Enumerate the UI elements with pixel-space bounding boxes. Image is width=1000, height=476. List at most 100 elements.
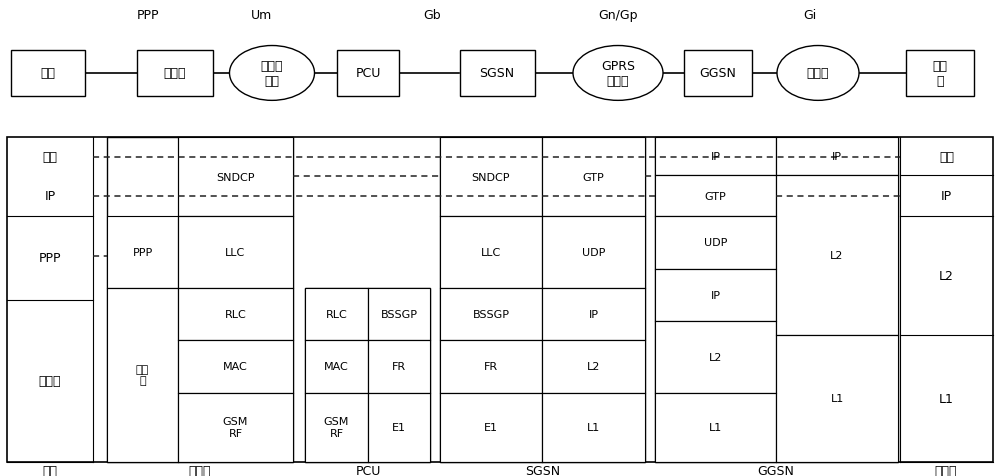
Bar bbox=[542, 138, 645, 217]
Bar bbox=[655, 138, 776, 176]
Text: 物理
层: 物理 层 bbox=[136, 364, 149, 386]
Text: FR: FR bbox=[392, 362, 406, 371]
Ellipse shape bbox=[230, 47, 314, 101]
Text: 应用: 应用 bbox=[42, 150, 58, 164]
Text: 移动台: 移动台 bbox=[164, 67, 186, 80]
Text: L2: L2 bbox=[587, 362, 600, 371]
Text: LLC: LLC bbox=[481, 248, 501, 257]
Text: SGSN: SGSN bbox=[479, 67, 515, 80]
Text: MAC: MAC bbox=[324, 362, 349, 371]
Text: L1: L1 bbox=[709, 422, 722, 432]
Text: MAC: MAC bbox=[223, 362, 248, 371]
Bar bbox=[440, 138, 645, 462]
Bar bbox=[655, 393, 776, 462]
Text: RLC: RLC bbox=[326, 309, 347, 319]
Text: IP: IP bbox=[588, 309, 598, 319]
Text: 服务
器: 服务 器 bbox=[932, 60, 948, 88]
Text: 互联网: 互联网 bbox=[807, 67, 829, 80]
Text: L2: L2 bbox=[709, 352, 722, 362]
Bar bbox=[337, 51, 399, 96]
Bar bbox=[178, 340, 293, 393]
Text: IP: IP bbox=[941, 190, 952, 203]
Text: L2: L2 bbox=[830, 251, 844, 261]
Bar bbox=[440, 340, 542, 393]
Text: IP: IP bbox=[832, 152, 842, 162]
Text: 终端: 终端 bbox=[40, 67, 56, 80]
Bar bbox=[655, 321, 776, 393]
Bar bbox=[305, 288, 430, 462]
Text: 终端: 终端 bbox=[42, 464, 58, 476]
Bar bbox=[684, 51, 752, 96]
Text: GGSN: GGSN bbox=[700, 67, 736, 80]
Bar bbox=[305, 393, 368, 462]
Bar bbox=[440, 217, 542, 288]
Bar bbox=[107, 288, 178, 462]
Bar bbox=[542, 340, 645, 393]
Text: 移动台: 移动台 bbox=[189, 464, 211, 476]
Text: FR: FR bbox=[484, 362, 498, 371]
Bar bbox=[178, 217, 293, 288]
Text: BSSGP: BSSGP bbox=[473, 309, 510, 319]
Bar bbox=[107, 138, 293, 462]
Bar bbox=[178, 138, 293, 217]
Bar bbox=[776, 138, 898, 176]
Text: L1: L1 bbox=[939, 392, 954, 405]
Bar bbox=[178, 288, 293, 340]
Bar bbox=[655, 269, 776, 321]
Text: L1: L1 bbox=[830, 394, 844, 404]
Text: Um: Um bbox=[251, 9, 273, 22]
Bar bbox=[655, 217, 776, 269]
Ellipse shape bbox=[777, 47, 859, 101]
Bar bbox=[440, 288, 542, 340]
Text: Gn/Gp: Gn/Gp bbox=[598, 9, 638, 22]
Bar bbox=[655, 138, 898, 462]
Text: Gi: Gi bbox=[803, 9, 817, 22]
Text: SGSN: SGSN bbox=[525, 464, 561, 476]
Ellipse shape bbox=[573, 47, 663, 101]
Bar bbox=[542, 393, 645, 462]
Bar bbox=[440, 138, 542, 217]
Bar bbox=[368, 340, 430, 393]
Text: E1: E1 bbox=[484, 422, 498, 432]
Bar bbox=[11, 51, 85, 96]
Bar bbox=[107, 217, 178, 288]
Text: PCU: PCU bbox=[355, 464, 381, 476]
Text: PCU: PCU bbox=[355, 67, 381, 80]
Text: GTP: GTP bbox=[705, 191, 726, 201]
Text: IP: IP bbox=[710, 290, 720, 300]
Bar bbox=[542, 288, 645, 340]
Text: L1: L1 bbox=[587, 422, 600, 432]
Text: GSM
RF: GSM RF bbox=[223, 416, 248, 438]
Text: 物理层: 物理层 bbox=[39, 374, 61, 387]
Text: 服务器: 服务器 bbox=[935, 464, 957, 476]
Text: E1: E1 bbox=[392, 422, 406, 432]
Text: L2: L2 bbox=[939, 269, 954, 283]
Bar bbox=[137, 51, 212, 96]
Text: RLC: RLC bbox=[225, 309, 246, 319]
Text: GPRS
核心网: GPRS 核心网 bbox=[601, 60, 635, 88]
Bar bbox=[776, 176, 898, 336]
Bar bbox=[906, 51, 974, 96]
Text: UDP: UDP bbox=[582, 248, 605, 257]
Bar bbox=[305, 288, 368, 340]
Text: Gb: Gb bbox=[423, 9, 441, 22]
Bar bbox=[368, 288, 430, 340]
Text: GGSN: GGSN bbox=[758, 464, 794, 476]
Text: PPP: PPP bbox=[39, 252, 61, 265]
Bar bbox=[542, 217, 645, 288]
Text: PPP: PPP bbox=[137, 9, 159, 22]
Bar bbox=[368, 393, 430, 462]
Text: UDP: UDP bbox=[704, 238, 727, 248]
Text: BSSGP: BSSGP bbox=[380, 309, 418, 319]
Text: IP: IP bbox=[44, 190, 56, 203]
Text: IP: IP bbox=[710, 152, 720, 162]
Text: PPP: PPP bbox=[132, 248, 153, 257]
Bar bbox=[305, 340, 368, 393]
Text: SNDCP: SNDCP bbox=[216, 172, 255, 182]
Text: 无线接
入网: 无线接 入网 bbox=[261, 60, 283, 88]
Bar bbox=[7, 138, 993, 462]
Bar bbox=[655, 176, 776, 217]
Bar bbox=[460, 51, 534, 96]
Bar bbox=[178, 393, 293, 462]
Bar bbox=[440, 393, 542, 462]
